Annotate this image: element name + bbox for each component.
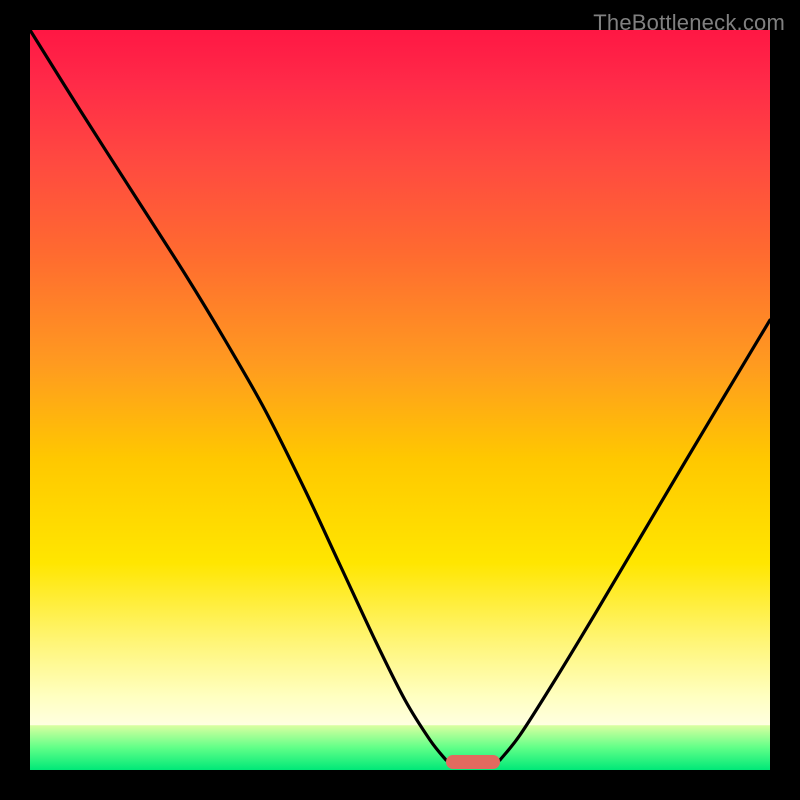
trough-marker [446, 755, 500, 769]
plot-area-rect [30, 30, 770, 770]
attribution-label: TheBottleneck.com [593, 10, 785, 36]
plot-svg [0, 0, 800, 800]
chart-container: TheBottleneck.com [0, 0, 800, 800]
